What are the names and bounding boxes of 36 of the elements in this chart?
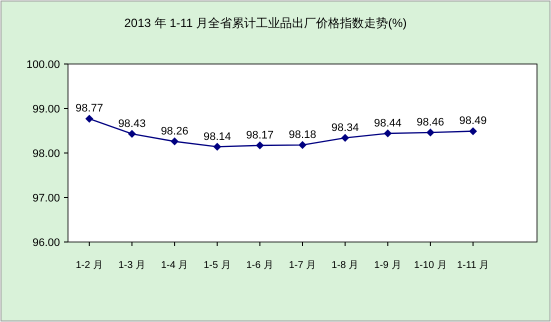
data-label: 98.49 xyxy=(459,115,487,128)
data-label: 98.18 xyxy=(288,128,316,141)
x-tick-label: 1-8 月 xyxy=(332,260,359,271)
data-label: 98.26 xyxy=(160,125,188,138)
x-tick-label: 1-11 月 xyxy=(457,260,490,271)
y-tick-label: 98.00 xyxy=(32,148,60,160)
y-tick-label: 99.00 xyxy=(32,104,60,116)
x-tick-label: 1-7 月 xyxy=(288,260,316,271)
x-tick-label: 1-10 月 xyxy=(414,260,447,271)
x-tick-label: 1-3 月 xyxy=(118,260,146,271)
y-tick-label: 96.00 xyxy=(32,237,60,249)
point xyxy=(256,141,264,150)
data-label: 98.34 xyxy=(331,122,359,134)
x-tick-label: 1-2 月 xyxy=(76,260,103,271)
y-tick-label: 97.00 xyxy=(32,192,60,204)
data-label: 98.14 xyxy=(203,130,231,143)
point xyxy=(128,130,136,138)
data-label: 98.46 xyxy=(416,116,444,129)
point xyxy=(469,127,478,136)
data-label: 98.44 xyxy=(374,117,402,130)
point xyxy=(85,114,94,123)
data-label: 98.77 xyxy=(76,102,104,115)
point xyxy=(170,137,179,146)
data-label: 98.43 xyxy=(118,118,146,130)
point xyxy=(298,140,306,149)
x-tick-label: 1-4 月 xyxy=(160,260,188,271)
y-tick-label: 100.00 xyxy=(26,59,60,71)
point xyxy=(213,142,222,151)
point xyxy=(384,129,392,138)
point xyxy=(341,134,350,142)
x-tick-label: 1-6 月 xyxy=(246,260,274,271)
chart-title: 2013 年 1-11 月全省累计工业品出厂价格指数走势(%) xyxy=(124,16,407,30)
point xyxy=(426,128,434,137)
x-tick-label: 1-5 月 xyxy=(204,260,231,271)
data-label: 98.17 xyxy=(246,129,274,142)
x-tick-label: 1-9 月 xyxy=(374,260,402,271)
